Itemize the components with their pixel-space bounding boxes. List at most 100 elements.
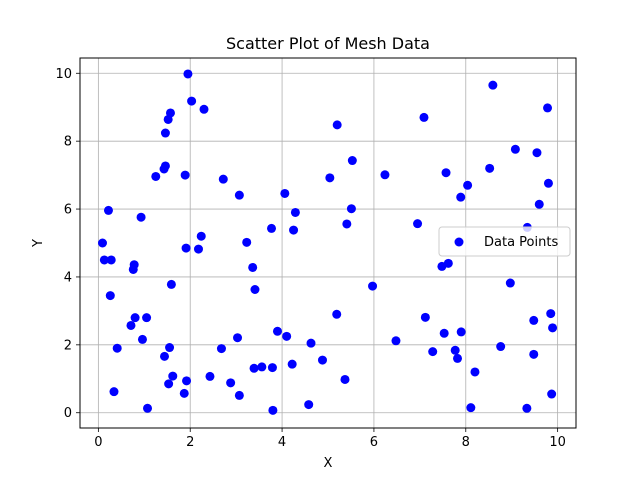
data-point bbox=[441, 168, 451, 178]
y-tick-label: 2 bbox=[64, 338, 72, 353]
data-point bbox=[496, 342, 506, 352]
data-point bbox=[109, 387, 119, 397]
data-point bbox=[466, 403, 476, 413]
chart-title: Scatter Plot of Mesh Data bbox=[226, 34, 430, 53]
data-point bbox=[470, 367, 480, 377]
data-point bbox=[99, 255, 109, 265]
data-point bbox=[413, 219, 423, 229]
data-point bbox=[332, 120, 342, 130]
data-point bbox=[249, 363, 259, 373]
data-point bbox=[233, 333, 243, 343]
data-point bbox=[419, 112, 429, 122]
data-point bbox=[160, 161, 170, 171]
data-point bbox=[529, 315, 539, 325]
x-axis-label: X bbox=[324, 456, 333, 471]
data-point bbox=[347, 156, 357, 166]
data-point bbox=[179, 388, 189, 398]
data-point bbox=[130, 313, 140, 323]
data-point bbox=[143, 403, 153, 413]
data-point bbox=[532, 148, 542, 158]
data-point bbox=[112, 343, 122, 353]
data-point bbox=[287, 359, 297, 369]
x-tick-label: 10 bbox=[549, 435, 566, 450]
data-point bbox=[168, 371, 178, 381]
data-point bbox=[543, 178, 553, 188]
plot-frame bbox=[79, 57, 577, 429]
data-point bbox=[129, 260, 139, 270]
data-point bbox=[250, 285, 260, 295]
data-point bbox=[166, 279, 176, 289]
y-axis-label: Y bbox=[31, 239, 46, 248]
data-point bbox=[165, 343, 175, 353]
data-point bbox=[282, 331, 292, 341]
data-point bbox=[543, 103, 553, 113]
data-point bbox=[165, 108, 175, 118]
data-point bbox=[456, 192, 466, 202]
data-point bbox=[105, 291, 115, 301]
data-point bbox=[380, 170, 390, 180]
data-point bbox=[546, 309, 556, 319]
data-point bbox=[137, 334, 147, 344]
data-point bbox=[443, 258, 453, 268]
grid bbox=[80, 58, 576, 428]
x-tick-label: 8 bbox=[462, 435, 470, 450]
data-point bbox=[126, 320, 136, 330]
data-point bbox=[136, 212, 146, 222]
data-point bbox=[290, 207, 300, 217]
data-point bbox=[317, 355, 327, 365]
data-point bbox=[534, 199, 544, 209]
data-point bbox=[226, 378, 236, 388]
data-point bbox=[505, 278, 515, 288]
data-point bbox=[391, 336, 401, 346]
data-point bbox=[325, 173, 335, 183]
legend-label: Data Points bbox=[484, 235, 558, 250]
data-point bbox=[182, 376, 192, 386]
data-point bbox=[332, 309, 342, 319]
data-point bbox=[522, 403, 532, 413]
data-point bbox=[510, 144, 520, 154]
data-point bbox=[547, 389, 557, 399]
y-tick-label: 4 bbox=[64, 270, 72, 285]
data-point bbox=[160, 128, 170, 138]
data-point bbox=[234, 190, 244, 200]
data-point bbox=[529, 349, 539, 359]
data-point bbox=[485, 163, 495, 173]
data-point bbox=[199, 104, 209, 114]
data-point bbox=[242, 237, 252, 247]
data-point bbox=[164, 379, 174, 389]
data-point bbox=[142, 313, 152, 323]
x-tick-label: 6 bbox=[370, 435, 378, 450]
data-points bbox=[98, 69, 558, 415]
data-point bbox=[428, 347, 438, 357]
data-point bbox=[420, 312, 430, 322]
data-point bbox=[216, 344, 226, 354]
data-point bbox=[205, 371, 215, 381]
data-point bbox=[218, 174, 228, 184]
legend-marker bbox=[454, 237, 464, 247]
data-point bbox=[548, 323, 558, 333]
x-tick-label: 0 bbox=[94, 435, 102, 450]
data-point bbox=[98, 238, 108, 248]
data-point bbox=[439, 328, 449, 338]
y-tick-label: 10 bbox=[55, 67, 72, 82]
data-point bbox=[103, 205, 113, 215]
data-point bbox=[193, 244, 203, 254]
y-tick-label: 0 bbox=[64, 406, 72, 421]
data-point bbox=[450, 345, 460, 355]
data-point bbox=[346, 204, 356, 214]
data-point bbox=[304, 400, 314, 410]
data-point bbox=[306, 338, 316, 348]
legend-box bbox=[438, 226, 571, 257]
data-point bbox=[180, 170, 190, 180]
data-point bbox=[280, 188, 290, 198]
data-point bbox=[463, 180, 473, 190]
data-point bbox=[187, 96, 197, 106]
data-point bbox=[267, 223, 277, 233]
data-point bbox=[181, 243, 191, 253]
data-point bbox=[272, 326, 282, 336]
data-point bbox=[151, 171, 161, 181]
data-point bbox=[456, 327, 466, 337]
data-point bbox=[340, 374, 350, 384]
